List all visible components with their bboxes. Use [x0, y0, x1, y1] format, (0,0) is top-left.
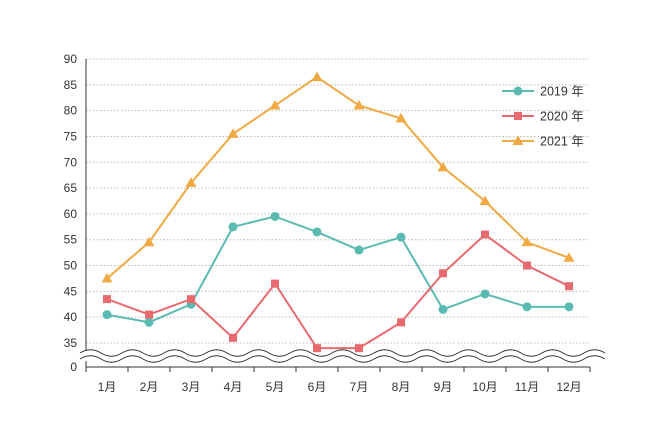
x-tick-label: 1月	[98, 380, 117, 394]
y-tick-label: 85	[64, 78, 78, 92]
data-point	[480, 289, 490, 299]
y-tick-label: 55	[64, 233, 78, 247]
y-tick-label: 0	[70, 360, 77, 374]
legend-label: 2020 年	[540, 110, 584, 124]
legend-marker	[512, 135, 524, 145]
data-point	[354, 245, 364, 255]
series-1	[102, 211, 574, 327]
y-tick-label: 40	[64, 310, 78, 324]
data-point	[396, 232, 406, 242]
data-point	[312, 227, 322, 237]
y-tick-label: 35	[64, 336, 78, 350]
data-point	[564, 302, 574, 312]
series-3	[101, 71, 575, 283]
data-point	[143, 236, 155, 247]
grid	[86, 58, 590, 344]
legend-marker	[513, 86, 523, 96]
y-tick-label: 50	[64, 259, 78, 273]
x-tick-label: 2月	[140, 380, 159, 394]
data-point	[563, 252, 575, 262]
data-point	[439, 269, 447, 278]
data-point	[313, 344, 321, 353]
y-tick-label: 60	[64, 207, 78, 221]
data-point	[311, 71, 323, 82]
data-point	[102, 310, 112, 320]
legend-marker	[514, 112, 522, 120]
data-point	[144, 317, 154, 327]
y-tick-label: 45	[64, 284, 78, 298]
data-point	[185, 177, 197, 187]
data-point	[437, 161, 449, 172]
series-line	[106, 215, 569, 324]
x-tick-label: 7月	[350, 380, 369, 394]
axis-break-line-bottom	[79, 355, 606, 363]
series-line	[106, 75, 570, 280]
x-tick-label: 12月	[556, 380, 581, 394]
data-point	[395, 112, 407, 123]
y-tick-label: 70	[64, 155, 78, 169]
x-tick-label: 9月	[434, 380, 453, 394]
x-tick-label: 5月	[266, 380, 285, 394]
data-point	[187, 295, 195, 304]
data-point	[227, 128, 239, 138]
data-point	[271, 279, 279, 288]
data-point	[228, 222, 238, 232]
y-tick-label: 65	[64, 181, 78, 195]
x-tick-label: 3月	[182, 380, 201, 394]
data-point	[355, 344, 363, 353]
y-tick-label: 80	[64, 104, 78, 118]
data-point	[229, 333, 237, 342]
x-tick-label: 4月	[224, 380, 243, 394]
legend-label: 2019 年	[540, 85, 584, 99]
axis-break-line-top	[79, 349, 606, 357]
data-point	[145, 310, 153, 319]
x-tick-label: 11月	[515, 380, 539, 394]
data-point	[479, 195, 491, 205]
data-point	[565, 282, 573, 291]
data-point	[523, 261, 531, 270]
data-point	[438, 304, 448, 314]
data-point	[101, 272, 113, 283]
data-point	[103, 295, 111, 304]
data-point	[521, 236, 533, 247]
data-point	[397, 318, 405, 327]
x-tick-label: 10月	[472, 380, 497, 394]
series-2	[103, 230, 573, 353]
data-point	[353, 99, 365, 110]
series-line	[106, 233, 570, 350]
y-tick-label: 75	[64, 129, 78, 143]
x-tick-label: 6月	[308, 380, 327, 394]
y-tick-label: 90	[64, 52, 78, 66]
data-point	[481, 230, 489, 239]
data-point	[270, 211, 280, 221]
data-point	[269, 99, 281, 110]
legend-label: 2021 年	[540, 135, 584, 149]
x-tick-label: 8月	[392, 380, 411, 394]
legend: 2019 年 2020 年 2021 年	[502, 85, 584, 149]
data-point	[522, 302, 532, 312]
